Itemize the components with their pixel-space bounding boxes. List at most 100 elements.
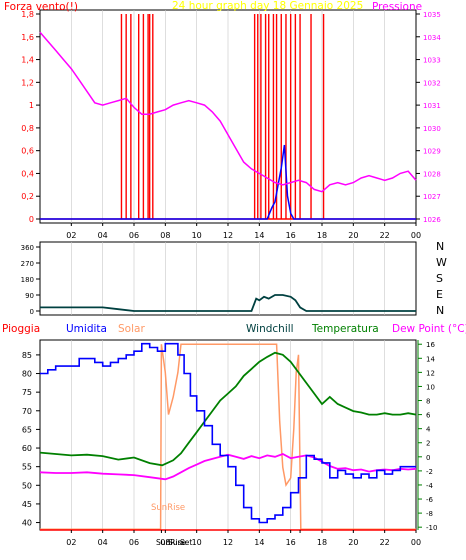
p1-xtick-label: 10 xyxy=(192,231,202,240)
p1-ytick-left-label: 1,2 xyxy=(21,78,34,87)
chart-marks: 00,20,40,60,811,21,41,61,810261027102810… xyxy=(21,10,447,547)
p2-direction-label: W xyxy=(436,256,447,269)
wind-axis-label: Forza vento(!) xyxy=(4,1,78,13)
p3-xtick-label: 00 xyxy=(411,538,421,547)
p1-ytick-left-label: 1,4 xyxy=(21,56,34,65)
p3-ytick-left-label: 85 xyxy=(22,351,32,360)
p1-ytick-left-label: 1 xyxy=(29,101,34,110)
p3-xtick-label: 10 xyxy=(192,538,202,547)
legend-rain: Pioggia xyxy=(2,323,40,335)
p2-ytick-label: 90 xyxy=(25,292,34,300)
p2-direction-label: E xyxy=(436,288,443,301)
p1-ytick-left-label: 1,6 xyxy=(21,33,34,42)
p1-ytick-left-label: 0,2 xyxy=(21,192,34,201)
p3-ytick-right-label: -4 xyxy=(426,482,434,490)
p3-xtick-label: 12 xyxy=(223,538,233,547)
sunrise-annotation: SunRise xyxy=(151,503,185,513)
p3-xtick-label: 04 xyxy=(98,538,108,547)
p1-xtick-label: 22 xyxy=(380,231,390,240)
chart-title: 24 hour graph day 18 Gennaio 2025 xyxy=(172,0,363,12)
p1-ytick-right-label: 1027 xyxy=(423,193,441,201)
p3-ytick-right-label: -8 xyxy=(426,510,433,518)
p3-ytick-left-label: 65 xyxy=(22,425,32,434)
p3-ytick-right-label: 10 xyxy=(426,383,435,391)
wind-speed-line xyxy=(40,144,416,220)
p1-ytick-right-label: 1026 xyxy=(423,216,441,224)
p3-xtick-label: 02 xyxy=(66,538,76,547)
p3-ytick-right-label: 8 xyxy=(426,398,430,406)
p3-ytick-right-label: 4 xyxy=(426,426,431,434)
p1-ytick-right-label: 1033 xyxy=(423,57,441,65)
temperature-line xyxy=(39,351,417,467)
p3-ytick-right-label: 12 xyxy=(426,369,435,377)
legend-solar: Solar xyxy=(118,323,145,335)
p2-ytick-label: 270 xyxy=(21,260,34,268)
p3-xtick-label: 06 xyxy=(129,538,139,547)
p3-ytick-right-label: -6 xyxy=(426,496,434,504)
p3-ytick-left-label: 75 xyxy=(22,388,32,397)
p3-ytick-right-label: 6 xyxy=(426,412,431,420)
pressure-line xyxy=(39,31,417,193)
p1-ytick-left-label: 0,4 xyxy=(21,169,34,178)
p3-xtick-label: 20 xyxy=(348,538,358,547)
p1-xtick-label: 04 xyxy=(98,231,108,240)
p1-xtick-label: 20 xyxy=(348,231,358,240)
p2-ytick-label: 0 xyxy=(30,308,34,316)
legend-windchill: Windchill xyxy=(246,323,294,335)
p2-direction-label: S xyxy=(436,272,443,285)
p3-xtick-label: 14 xyxy=(254,538,264,547)
p1-ytick-left-label: 0,6 xyxy=(21,147,34,156)
p3-ytick-right-label: 16 xyxy=(426,341,435,349)
p2-ytick-label: 360 xyxy=(21,244,34,252)
p3-ytick-right-label: 0 xyxy=(426,454,430,462)
p1-xtick-label: 18 xyxy=(317,231,327,240)
p1-ytick-right-label: 1030 xyxy=(423,125,441,133)
p3-ytick-left-label: 70 xyxy=(22,407,32,416)
p3-ytick-left-label: 50 xyxy=(22,481,32,490)
legend-humidity: Umidita xyxy=(66,323,107,335)
p1-xtick-label: 02 xyxy=(66,231,76,240)
p2-ytick-label: 180 xyxy=(21,276,34,284)
legend-dew-point: Dew Point (°C) xyxy=(392,323,466,335)
p1-xtick-label: 16 xyxy=(286,231,296,240)
p3-xtick-label: 22 xyxy=(380,538,390,547)
sun-axis-label: Sun xyxy=(168,538,183,547)
p3-xtick-label: 08 xyxy=(160,538,170,547)
p3-ytick-right-label: -2 xyxy=(426,468,433,476)
dew-point-line xyxy=(39,453,417,481)
solar-line xyxy=(40,343,416,531)
p1-ytick-right-label: 1028 xyxy=(423,170,441,178)
p1-xtick-label: 00 xyxy=(411,231,421,240)
set-axis-label: Set xyxy=(180,538,192,547)
p1-ytick-right-label: 1034 xyxy=(423,34,441,42)
p1-xtick-label: 08 xyxy=(160,231,170,240)
pressure-axis-label: Pressione xyxy=(372,1,422,13)
p1-ytick-left-label: 0,8 xyxy=(21,124,34,133)
p1-ytick-right-label: 1029 xyxy=(423,148,441,156)
p3-ytick-right-label: 14 xyxy=(426,355,435,363)
p1-ytick-left-label: 0 xyxy=(29,215,34,224)
p3-ytick-left-label: 40 xyxy=(22,519,32,528)
legend-temperature: Temperatura xyxy=(311,323,379,335)
p3-ytick-left-label: 80 xyxy=(22,370,32,379)
p1-ytick-right-label: 1031 xyxy=(423,102,441,110)
p1-ytick-right-label: 1032 xyxy=(423,79,441,87)
p3-xtick-label: 16 xyxy=(286,538,296,547)
p1-xtick-label: 06 xyxy=(129,231,139,240)
p3-ytick-left-label: 55 xyxy=(22,463,32,472)
humidity-line xyxy=(40,342,416,524)
sunrise-axis-label: SunRise xyxy=(156,538,186,547)
p1-ytick-right-label: 1035 xyxy=(423,11,441,19)
p3-ytick-right-label: -10 xyxy=(426,524,437,532)
wind-direction-line xyxy=(40,294,416,312)
p2-direction-label: N xyxy=(436,304,444,317)
p1-xtick-label: 12 xyxy=(223,231,233,240)
p3-ytick-left-label: 60 xyxy=(22,444,32,453)
p3-xtick-label: 18 xyxy=(317,538,327,547)
p2-direction-label: N xyxy=(436,240,444,253)
p1-xtick-label: 14 xyxy=(254,231,264,240)
p3-ytick-left-label: 45 xyxy=(22,500,32,509)
p3-ytick-right-label: 2 xyxy=(426,440,430,448)
